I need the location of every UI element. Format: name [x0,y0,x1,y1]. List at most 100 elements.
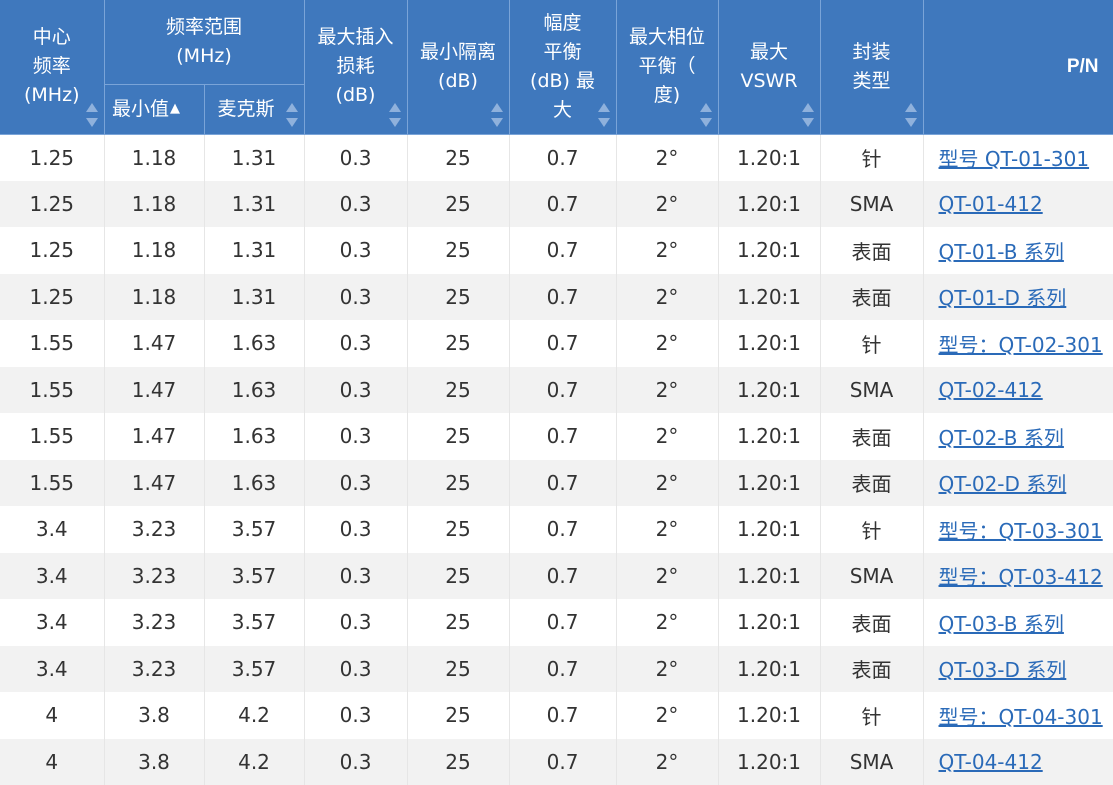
cell-center-frequency: 1.55 [0,367,104,414]
part-number-link[interactable]: 型号：QT-03-301 [939,519,1103,543]
sort-icon[interactable] [802,102,814,128]
part-number-link[interactable]: QT-03-D 系列 [939,658,1067,682]
column-header-center-frequency[interactable]: 中心频率(MHz) [0,0,104,134]
column-header-vswr[interactable]: 最大 VSWR [718,0,820,134]
part-number-link[interactable]: QT-01-D 系列 [939,286,1067,310]
part-number-link[interactable]: 型号 QT-01-301 [939,147,1090,171]
cell-vswr: 1.20:1 [718,413,820,460]
column-header-phase-balance[interactable]: 最大相位平衡（度) [616,0,718,134]
cell-phase-balance: 2° [616,181,718,228]
cell-phase-balance: 2° [616,646,718,693]
cell-vswr: 1.20:1 [718,460,820,507]
cell-isolation: 25 [407,692,509,739]
cell-package-type: 表面 [820,413,923,460]
cell-isolation: 25 [407,413,509,460]
cell-amplitude-balance: 0.7 [509,367,616,414]
cell-center-frequency: 4 [0,692,104,739]
cell-amplitude-balance: 0.7 [509,413,616,460]
sort-icon[interactable] [286,102,298,128]
column-header-package-type[interactable]: 封装类型 [820,0,923,134]
cell-package-type: 表面 [820,646,923,693]
cell-center-frequency: 1.55 [0,460,104,507]
cell-freq-min: 3.23 [104,506,204,553]
sort-ascending-icon[interactable]: ▲ [170,101,180,116]
part-number-link[interactable]: QT-01-412 [939,192,1043,216]
cell-insertion-loss: 0.3 [304,367,407,414]
cell-center-frequency: 4 [0,739,104,785]
cell-amplitude-balance: 0.7 [509,692,616,739]
cell-vswr: 1.20:1 [718,320,820,367]
cell-phase-balance: 2° [616,506,718,553]
cell-isolation: 25 [407,599,509,646]
cell-package-type: 表面 [820,460,923,507]
part-number-link[interactable]: 型号：QT-03-412 [939,565,1103,589]
cell-vswr: 1.20:1 [718,181,820,228]
column-header-isolation[interactable]: 最小隔离(dB) [407,0,509,134]
cell-phase-balance: 2° [616,320,718,367]
sort-icon[interactable] [700,102,712,128]
cell-center-frequency: 3.4 [0,553,104,600]
cell-phase-balance: 2° [616,227,718,274]
cell-center-frequency: 3.4 [0,599,104,646]
sort-icon[interactable] [86,102,98,128]
cell-isolation: 25 [407,739,509,785]
cell-vswr: 1.20:1 [718,553,820,600]
part-number-link[interactable]: QT-01-B 系列 [939,240,1064,264]
column-header-part-number: P/N [923,0,1113,134]
part-number-link[interactable]: QT-04-412 [939,750,1043,774]
cell-package-type: SMA [820,367,923,414]
cell-freq-min: 3.8 [104,739,204,785]
cell-center-frequency: 1.25 [0,181,104,228]
cell-package-type: 针 [820,506,923,553]
cell-phase-balance: 2° [616,692,718,739]
cell-center-frequency: 1.25 [0,134,104,181]
column-header-amplitude-balance[interactable]: 幅度平衡(dB) 最大 [509,0,616,134]
cell-phase-balance: 2° [616,739,718,785]
cell-freq-min: 3.23 [104,646,204,693]
cell-isolation: 25 [407,274,509,321]
cell-part-number: 型号：QT-04-301 [923,692,1113,739]
cell-part-number: 型号：QT-02-301 [923,320,1113,367]
cell-isolation: 25 [407,553,509,600]
cell-insertion-loss: 0.3 [304,692,407,739]
part-number-link[interactable]: 型号：QT-04-301 [939,705,1103,729]
cell-part-number: QT-03-B 系列 [923,599,1113,646]
sort-icon[interactable] [905,102,917,128]
cell-insertion-loss: 0.3 [304,320,407,367]
column-header-frequency-range: 频率范围(MHz) [104,0,304,84]
sort-icon[interactable] [491,102,503,128]
cell-freq-max: 1.63 [204,367,304,414]
part-number-link[interactable]: QT-02-B 系列 [939,426,1064,450]
cell-vswr: 1.20:1 [718,599,820,646]
cell-center-frequency: 1.25 [0,274,104,321]
part-number-link[interactable]: QT-02-D 系列 [939,472,1067,496]
cell-amplitude-balance: 0.7 [509,599,616,646]
cell-insertion-loss: 0.3 [304,134,407,181]
part-number-link[interactable]: QT-02-412 [939,378,1043,402]
cell-center-frequency: 3.4 [0,646,104,693]
cell-part-number: QT-01-412 [923,181,1113,228]
column-header-label: 频率范围(MHz) [166,16,242,67]
cell-isolation: 25 [407,181,509,228]
cell-isolation: 25 [407,320,509,367]
column-header-freq-min[interactable]: 最小值▲ [104,84,204,134]
column-header-insertion-loss[interactable]: 最大插入损耗(dB) [304,0,407,134]
cell-package-type: 表面 [820,227,923,274]
cell-part-number: 型号 QT-01-301 [923,134,1113,181]
sort-icon[interactable] [389,102,401,128]
cell-package-type: SMA [820,739,923,785]
cell-freq-min: 1.18 [104,274,204,321]
cell-freq-max: 3.57 [204,553,304,600]
cell-phase-balance: 2° [616,413,718,460]
cell-freq-min: 1.47 [104,367,204,414]
cell-vswr: 1.20:1 [718,367,820,414]
column-header-freq-max[interactable]: 麦克斯 [204,84,304,134]
sort-icon[interactable] [598,102,610,128]
part-number-link[interactable]: QT-03-B 系列 [939,612,1064,636]
part-number-link[interactable]: 型号：QT-02-301 [939,333,1103,357]
cell-part-number: QT-01-B 系列 [923,227,1113,274]
